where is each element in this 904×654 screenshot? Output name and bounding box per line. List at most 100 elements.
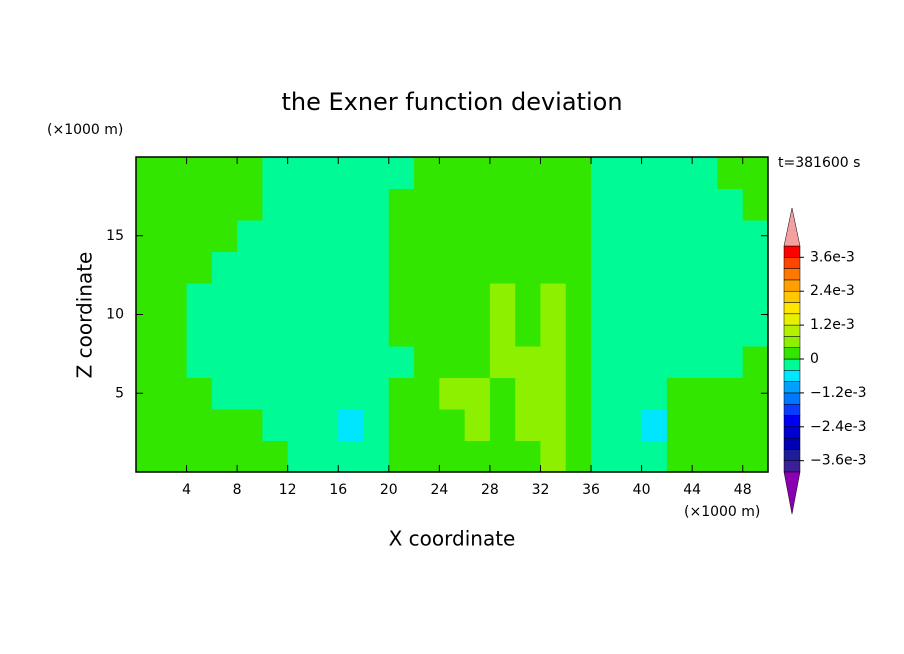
contour-cell xyxy=(186,314,213,347)
contour-cell xyxy=(338,220,365,252)
contour-cell xyxy=(641,409,668,441)
contour-cell xyxy=(363,157,390,189)
contour-cell xyxy=(591,346,617,378)
contour-cell xyxy=(161,346,188,378)
contour-cell xyxy=(515,251,541,284)
contour-cell xyxy=(312,377,339,410)
contour-cell xyxy=(363,346,390,378)
contour-cell xyxy=(388,377,415,410)
contour-cell xyxy=(666,283,693,315)
contour-cell xyxy=(692,220,718,252)
colorbar-box xyxy=(783,403,801,416)
contour-cell xyxy=(338,157,365,189)
contour-cell xyxy=(742,157,769,189)
contour-cell xyxy=(388,157,415,189)
contour-cell xyxy=(641,440,668,473)
contour-cell xyxy=(287,283,314,315)
contour-cell xyxy=(161,188,188,221)
contour-cell xyxy=(439,314,466,347)
contour-cell xyxy=(616,377,643,410)
contour-cell xyxy=(540,440,567,473)
contour-cell xyxy=(515,409,541,441)
contour-cell xyxy=(742,440,769,473)
contour-cell xyxy=(692,377,718,410)
contour-cell xyxy=(186,346,213,378)
contour-cell xyxy=(388,251,415,284)
x-tick-label: 20 xyxy=(380,482,398,498)
contour-cell xyxy=(692,314,718,347)
contour-cell xyxy=(211,283,238,315)
contour-cell xyxy=(439,346,466,378)
contour-cell xyxy=(515,283,541,315)
contour-cell xyxy=(414,220,440,252)
contour-cell xyxy=(616,409,643,441)
contour-cell xyxy=(666,440,693,473)
contour-cell xyxy=(211,377,238,410)
contour-cell xyxy=(414,314,440,347)
x-axis-label: X coordinate xyxy=(389,527,516,551)
contour-cell xyxy=(287,188,314,221)
contour-cell xyxy=(211,346,238,378)
colorbar-box xyxy=(783,358,801,371)
contour-cell xyxy=(338,346,365,378)
contour-cell xyxy=(666,251,693,284)
colorbar-tick-label: 0 xyxy=(810,351,819,367)
contour-cell xyxy=(641,377,668,410)
contour-cell xyxy=(591,314,617,347)
contour-cell xyxy=(161,440,188,473)
contour-cell xyxy=(439,188,466,221)
contour-cell xyxy=(287,377,314,410)
contour-cell xyxy=(312,188,339,221)
contour-cell xyxy=(312,409,339,441)
contour-cell xyxy=(591,283,617,315)
contour-cell xyxy=(211,157,238,189)
colorbar-box xyxy=(783,460,801,473)
contour-cell xyxy=(540,188,567,221)
contour-cell xyxy=(666,409,693,441)
contour-cell xyxy=(211,188,238,221)
colorbar-tick-label: 1.2e-3 xyxy=(810,317,855,333)
contour-cell xyxy=(439,220,466,252)
x-tick-label: 40 xyxy=(633,482,651,498)
contour-cell xyxy=(540,251,567,284)
contour-cell xyxy=(161,157,188,189)
colorbar-tick-label: 3.6e-3 xyxy=(810,249,855,265)
contour-cell xyxy=(237,188,263,221)
contour-cell xyxy=(616,314,643,347)
contour-cell xyxy=(186,409,213,441)
contour-cell xyxy=(388,440,415,473)
contour-cell xyxy=(338,188,365,221)
contour-cell xyxy=(414,251,440,284)
contour-cell xyxy=(287,157,314,189)
contour-cell xyxy=(186,377,213,410)
contour-cell xyxy=(287,346,314,378)
contour-cell xyxy=(262,440,289,473)
contour-cell xyxy=(312,440,339,473)
contour-cell xyxy=(211,220,238,252)
contour-cell xyxy=(515,346,541,378)
contour-cell xyxy=(439,377,466,410)
contour-cell xyxy=(136,314,162,347)
colorbar-box xyxy=(783,290,801,303)
contour-cell xyxy=(515,157,541,189)
contour-cell xyxy=(616,251,643,284)
contour-cell xyxy=(161,220,188,252)
contour-cell xyxy=(742,283,769,315)
contour-cell xyxy=(692,251,718,284)
contour-cell xyxy=(591,440,617,473)
contour-cell xyxy=(641,157,668,189)
contour-cell xyxy=(262,314,289,347)
colorbar-box xyxy=(783,370,801,382)
contour-cell xyxy=(666,188,693,221)
contour-cell xyxy=(717,188,744,221)
contour-cell xyxy=(464,251,491,284)
contour-cell xyxy=(262,377,289,410)
contour-cell xyxy=(666,377,693,410)
contour-cell xyxy=(136,283,162,315)
contour-cell xyxy=(464,188,491,221)
contour-cell xyxy=(136,440,162,473)
contour-cell xyxy=(439,283,466,315)
contour-cell xyxy=(464,314,491,347)
contour-cell xyxy=(363,220,390,252)
contour-cell xyxy=(717,283,744,315)
